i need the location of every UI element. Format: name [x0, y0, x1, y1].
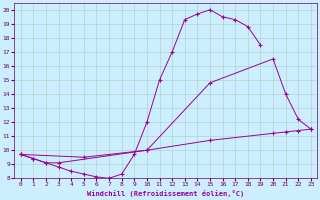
X-axis label: Windchill (Refroidissement éolien,°C): Windchill (Refroidissement éolien,°C) — [87, 190, 244, 197]
